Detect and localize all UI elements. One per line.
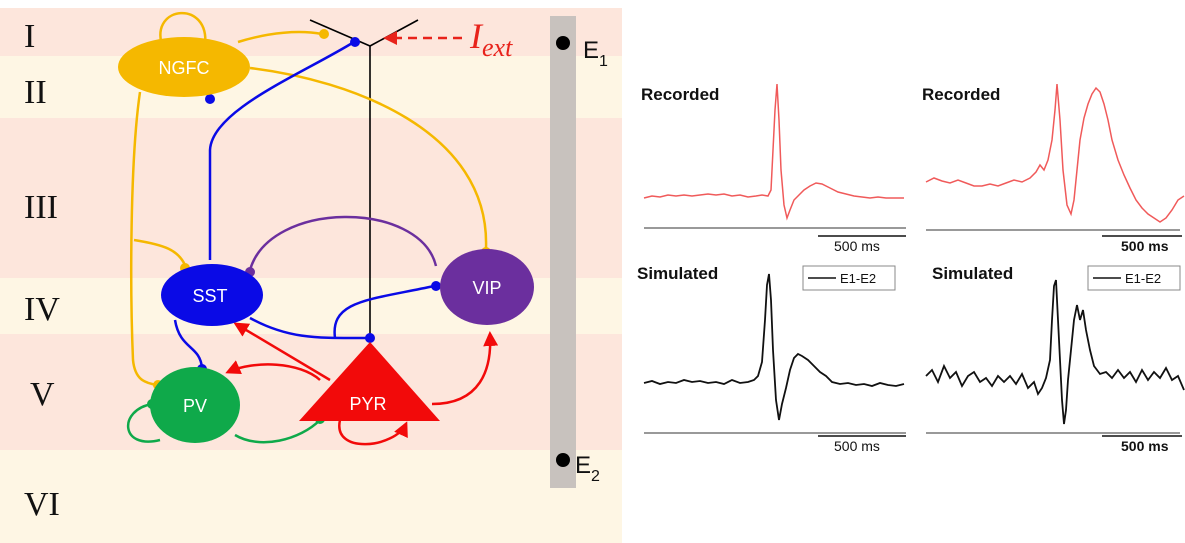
- sst-synapses: [197, 37, 441, 374]
- scale-label: 500 ms: [1121, 438, 1169, 454]
- pv-connections: [126, 402, 321, 444]
- sst-label: SST: [192, 286, 227, 306]
- electrode-contact-e2: [556, 453, 570, 467]
- layer-band-3: [0, 118, 622, 278]
- panel-title: Simulated: [932, 264, 1013, 283]
- scale-label: 500 ms: [834, 238, 880, 254]
- sst-connections: [173, 40, 435, 369]
- panel-title: Recorded: [922, 85, 1000, 104]
- external-input: Iext: [383, 16, 513, 62]
- vip-connections: [248, 215, 438, 271]
- simulated-trace: [643, 273, 905, 421]
- pv-label: PV: [183, 396, 207, 416]
- ngfc-label: NGFC: [159, 58, 210, 78]
- recorded-trace: [925, 83, 1185, 223]
- layer-band-5: [0, 334, 622, 450]
- legend: E1-E2: [802, 265, 896, 291]
- pyr-connections: [225, 322, 499, 446]
- panel-title: Recorded: [641, 85, 719, 104]
- legend: E1-E2: [1087, 265, 1181, 291]
- layer-label-5: V: [30, 376, 55, 413]
- panel-simulated-left: Simulated E1-E2 500 ms: [637, 264, 906, 454]
- layer-label-1: I: [24, 18, 35, 55]
- panel-recorded-right: Recorded 500 ms: [922, 83, 1185, 254]
- pyr-cell: PYR: [299, 342, 440, 421]
- panel-title: Simulated: [637, 264, 718, 283]
- pyr-label: PYR: [349, 394, 386, 414]
- ngfc-connections: [130, 11, 488, 387]
- layer-label-2: II: [24, 74, 47, 111]
- layer-label-4: IV: [24, 291, 60, 328]
- electrode: E1 E2: [550, 16, 608, 488]
- layer-label-3: III: [24, 189, 58, 226]
- legend-label: E1-E2: [1125, 271, 1161, 286]
- ngfc-cell: NGFC: [118, 37, 250, 97]
- simulated-trace: [925, 279, 1185, 425]
- electrode-shaft: [550, 16, 576, 488]
- layer-label-6: VI: [24, 486, 60, 523]
- vip-label: VIP: [472, 278, 501, 298]
- electrode-label-e2: E2: [575, 452, 600, 485]
- sst-cell: SST: [161, 264, 263, 326]
- panel-recorded-left: Recorded 500 ms: [641, 83, 906, 254]
- panel-simulated-right: Simulated E1-E2 500 ms: [925, 264, 1185, 454]
- electrode-label-e1: E1: [583, 37, 608, 70]
- vip-cell: VIP: [440, 249, 534, 325]
- external-input-label: Iext: [469, 16, 513, 62]
- pv-cell: PV: [150, 367, 240, 443]
- layer-band-6: [0, 450, 622, 543]
- scale-label: 500 ms: [834, 438, 880, 454]
- legend-label: E1-E2: [840, 271, 876, 286]
- scale-label: 500 ms: [1121, 238, 1169, 254]
- layer-labels: I II III IV V VI: [24, 18, 60, 523]
- electrode-contact-e1: [556, 36, 570, 50]
- recorded-trace: [643, 83, 904, 221]
